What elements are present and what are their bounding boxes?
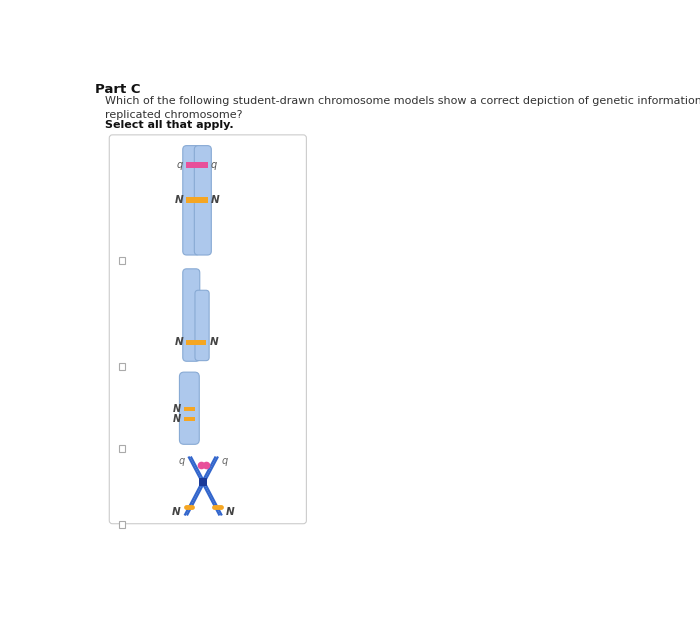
Text: q: q [178, 455, 185, 466]
FancyBboxPatch shape [109, 135, 307, 524]
Bar [118, 445, 125, 452]
Text: Which of the following student-drawn chromosome models show a correct depiction : Which of the following student-drawn chr… [105, 96, 700, 120]
FancyBboxPatch shape [195, 290, 209, 360]
Text: q: q [177, 160, 183, 170]
Bar [118, 521, 125, 528]
Bar [186, 340, 206, 345]
Text: q: q [222, 455, 228, 466]
Bar [118, 363, 125, 370]
Text: N: N [173, 414, 181, 424]
Text: q: q [211, 160, 217, 170]
FancyBboxPatch shape [183, 146, 200, 255]
Bar [186, 197, 208, 202]
Text: N: N [173, 404, 181, 414]
Text: N: N [172, 507, 181, 517]
Bar [118, 257, 125, 264]
Bar [183, 407, 195, 412]
Text: N: N [225, 507, 234, 517]
Text: N: N [174, 337, 183, 347]
Text: N: N [211, 194, 220, 205]
Text: N: N [209, 337, 218, 347]
Bar [199, 478, 207, 486]
Text: N: N [174, 194, 183, 205]
Text: Select all that apply.: Select all that apply. [105, 120, 233, 130]
FancyBboxPatch shape [183, 269, 200, 362]
Bar [186, 162, 208, 168]
FancyBboxPatch shape [195, 146, 211, 255]
FancyBboxPatch shape [179, 372, 200, 444]
Text: Part C: Part C [95, 83, 141, 96]
Bar [183, 418, 195, 421]
